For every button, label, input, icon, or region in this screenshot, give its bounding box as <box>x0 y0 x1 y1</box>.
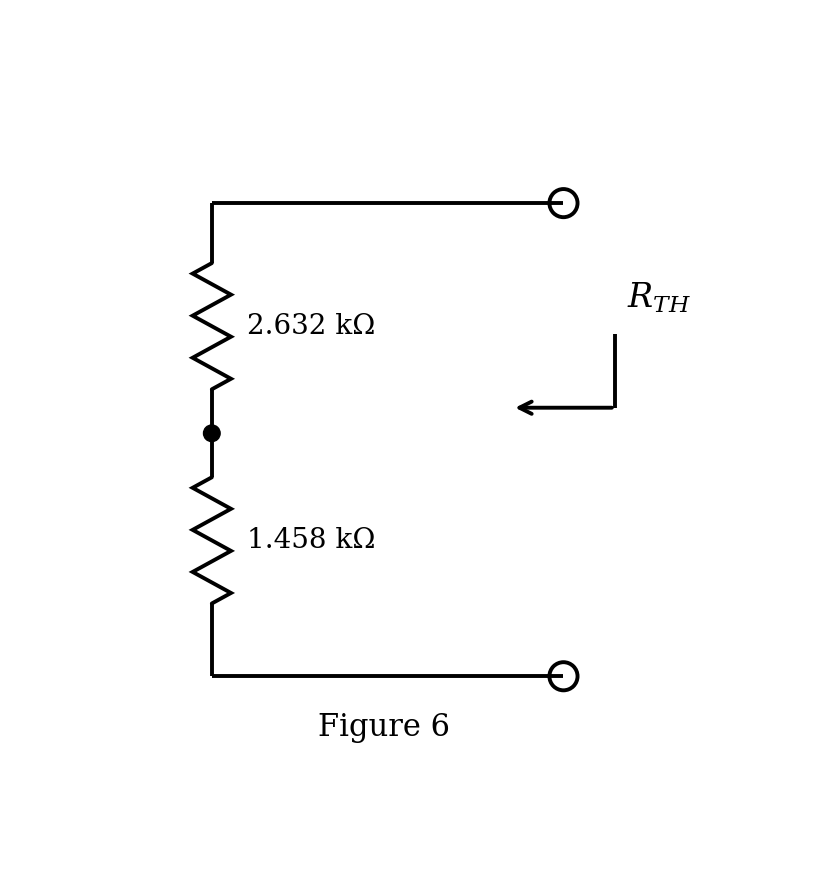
Text: Figure 6: Figure 6 <box>318 712 450 743</box>
Text: 2.632 kΩ: 2.632 kΩ <box>247 313 375 339</box>
Text: $R_{TH}$: $R_{TH}$ <box>628 281 691 315</box>
Circle shape <box>204 425 220 442</box>
Text: 1.458 kΩ: 1.458 kΩ <box>247 527 375 554</box>
